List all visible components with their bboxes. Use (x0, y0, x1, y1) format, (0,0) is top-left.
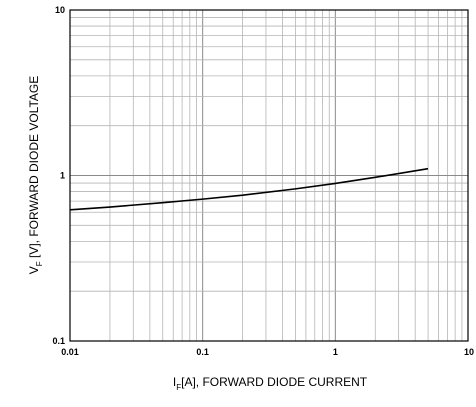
plot-frame (69, 9, 469, 342)
x-tick-label: 1 (333, 347, 338, 357)
x-axis-label: IF[A], FORWARD DIODE CURRENT (173, 375, 368, 392)
y-tick-label: 10 (55, 5, 65, 15)
x-tick-labels: 0.01 0.1 1 10 (61, 347, 474, 357)
y-axis-label: VF [V], FORWARD DIODE VOLTAGE (27, 76, 44, 274)
x-tick-label: 0.01 (61, 347, 79, 357)
series-layer (69, 167, 429, 211)
y-axis-label-symbol: V (27, 266, 41, 274)
grid (69, 10, 468, 342)
x-axis-label-text: [A], FORWARD DIODE CURRENT (181, 375, 368, 389)
series-line-0 (69, 167, 429, 211)
y-axis-label-subscript: F (35, 261, 44, 266)
x-tick-label: 0.1 (196, 347, 209, 357)
x-tick-label: 10 (464, 347, 474, 357)
y-tick-label: 1 (60, 171, 65, 181)
y-axis-label-text: [V], FORWARD DIODE VOLTAGE (27, 76, 41, 262)
y-tick-labels: 0.1 1 10 (52, 5, 65, 346)
y-tick-label: 0.1 (52, 336, 65, 346)
x-axis-label-subscript: F (176, 383, 181, 392)
x-axis-label-symbol: I (173, 375, 176, 389)
